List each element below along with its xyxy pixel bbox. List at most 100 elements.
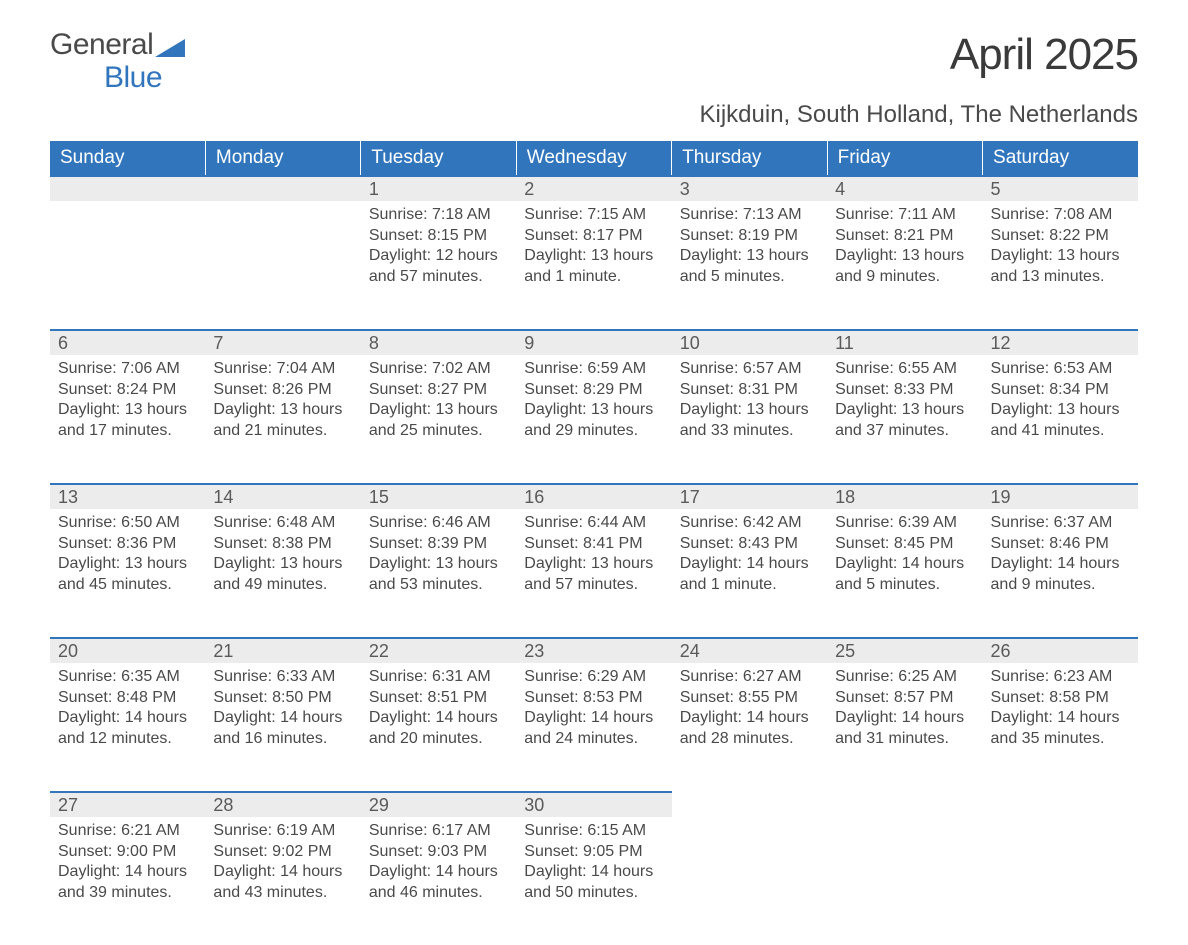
sunrise-text: Sunrise: 7:04 AM xyxy=(213,359,352,380)
daylight-text: Daylight: 14 hours and 12 minutes. xyxy=(58,708,197,750)
day-number: 12 xyxy=(983,329,1138,355)
daylight-text: Daylight: 13 hours and 13 minutes. xyxy=(991,246,1130,288)
sunset-text: Sunset: 9:05 PM xyxy=(524,842,663,863)
sunrise-text: Sunrise: 6:57 AM xyxy=(680,359,819,380)
day-cell: Sunrise: 6:27 AMSunset: 8:55 PMDaylight:… xyxy=(672,663,827,760)
day-cell: Sunrise: 7:04 AMSunset: 8:26 PMDaylight:… xyxy=(205,355,360,452)
sunrise-text: Sunrise: 6:33 AM xyxy=(213,667,352,688)
sunset-text: Sunset: 8:51 PM xyxy=(369,688,508,709)
sunrise-text: Sunrise: 6:48 AM xyxy=(213,513,352,534)
sunset-text: Sunset: 8:55 PM xyxy=(680,688,819,709)
day-number: 23 xyxy=(516,637,671,663)
daylight-text: Daylight: 14 hours and 46 minutes. xyxy=(369,862,508,904)
daylight-text: Daylight: 14 hours and 9 minutes. xyxy=(991,554,1130,596)
sunrise-text: Sunrise: 6:17 AM xyxy=(369,821,508,842)
empty-day-number xyxy=(50,175,205,201)
sunrise-text: Sunrise: 6:29 AM xyxy=(524,667,663,688)
sunset-text: Sunset: 8:50 PM xyxy=(213,688,352,709)
daylight-text: Daylight: 13 hours and 33 minutes. xyxy=(680,400,819,442)
empty-day-number xyxy=(205,175,360,201)
logo-blue-text: Blue xyxy=(104,61,162,94)
daylight-text: Daylight: 14 hours and 50 minutes. xyxy=(524,862,663,904)
sunset-text: Sunset: 8:38 PM xyxy=(213,534,352,555)
day-cell: Sunrise: 6:48 AMSunset: 8:38 PMDaylight:… xyxy=(205,509,360,606)
daylight-text: Daylight: 13 hours and 21 minutes. xyxy=(213,400,352,442)
daylight-text: Daylight: 13 hours and 25 minutes. xyxy=(369,400,508,442)
day-cell: Sunrise: 7:08 AMSunset: 8:22 PMDaylight:… xyxy=(983,201,1138,298)
day-cell: Sunrise: 7:06 AMSunset: 8:24 PMDaylight:… xyxy=(50,355,205,452)
sunrise-text: Sunrise: 7:02 AM xyxy=(369,359,508,380)
sunset-text: Sunset: 8:27 PM xyxy=(369,380,508,401)
daylight-text: Daylight: 14 hours and 20 minutes. xyxy=(369,708,508,750)
sunset-text: Sunset: 8:21 PM xyxy=(835,226,974,247)
day-cell: Sunrise: 6:37 AMSunset: 8:46 PMDaylight:… xyxy=(983,509,1138,606)
sunrise-text: Sunrise: 6:55 AM xyxy=(835,359,974,380)
day-cell: Sunrise: 6:15 AMSunset: 9:05 PMDaylight:… xyxy=(516,817,671,914)
day-number: 29 xyxy=(361,791,516,817)
day-number: 14 xyxy=(205,483,360,509)
sunset-text: Sunset: 8:24 PM xyxy=(58,380,197,401)
day-number: 22 xyxy=(361,637,516,663)
sunset-text: Sunset: 8:41 PM xyxy=(524,534,663,555)
day-number: 24 xyxy=(672,637,827,663)
sunset-text: Sunset: 8:29 PM xyxy=(524,380,663,401)
weekday-header: Friday xyxy=(827,141,982,175)
daylight-text: Daylight: 13 hours and 9 minutes. xyxy=(835,246,974,288)
sunrise-text: Sunrise: 7:15 AM xyxy=(524,205,663,226)
daylight-text: Daylight: 13 hours and 29 minutes. xyxy=(524,400,663,442)
day-cell: Sunrise: 6:50 AMSunset: 8:36 PMDaylight:… xyxy=(50,509,205,606)
sunrise-text: Sunrise: 6:37 AM xyxy=(991,513,1130,534)
day-cell: Sunrise: 6:55 AMSunset: 8:33 PMDaylight:… xyxy=(827,355,982,452)
sunset-text: Sunset: 8:33 PM xyxy=(835,380,974,401)
sunrise-text: Sunrise: 6:23 AM xyxy=(991,667,1130,688)
sunset-text: Sunset: 8:26 PM xyxy=(213,380,352,401)
content-row: Sunrise: 6:21 AMSunset: 9:00 PM Daylight:… xyxy=(50,817,1138,945)
daylight-text: Daylight: 13 hours and 49 minutes. xyxy=(213,554,352,596)
location-text: Kijkduin, South Holland, The Netherlands xyxy=(50,101,1138,129)
sunset-text: Sunset: 8:39 PM xyxy=(369,534,508,555)
day-number: 20 xyxy=(50,637,205,663)
day-number: 25 xyxy=(827,637,982,663)
daynum-row: 13141516171819 xyxy=(50,483,1138,509)
weekday-header: Saturday xyxy=(983,141,1138,175)
day-number: 1 xyxy=(361,175,516,201)
calendar-table: SundayMondayTuesdayWednesdayThursdayFrid… xyxy=(50,141,1138,945)
sunset-text: Sunset: 8:34 PM xyxy=(991,380,1130,401)
day-number: 26 xyxy=(983,637,1138,663)
sunset-text: Sunset: 9:03 PM xyxy=(369,842,508,863)
sunrise-text: Sunrise: 7:18 AM xyxy=(369,205,508,226)
daylight-text: Daylight: 13 hours and 41 minutes. xyxy=(991,400,1130,442)
weekday-header: Sunday xyxy=(50,141,205,175)
day-cell: Sunrise: 6:35 AMSunset: 8:48 PMDaylight:… xyxy=(50,663,205,760)
day-cell: Sunrise: 6:57 AMSunset: 8:31 PMDaylight:… xyxy=(672,355,827,452)
day-number: 21 xyxy=(205,637,360,663)
sunset-text: Sunset: 8:58 PM xyxy=(991,688,1130,709)
sunset-text: Sunset: 8:17 PM xyxy=(524,226,663,247)
sunset-text: Sunset: 8:46 PM xyxy=(991,534,1130,555)
day-number: 18 xyxy=(827,483,982,509)
day-cell: Sunrise: 6:33 AMSunset: 8:50 PMDaylight:… xyxy=(205,663,360,760)
page-title: April 2025 xyxy=(950,30,1138,80)
daylight-text: Daylight: 14 hours and 31 minutes. xyxy=(835,708,974,750)
daylight-text: Daylight: 12 hours and 57 minutes. xyxy=(369,246,508,288)
day-number: 11 xyxy=(827,329,982,355)
sunrise-text: Sunrise: 6:21 AM xyxy=(58,821,197,842)
sunset-text: Sunset: 8:57 PM xyxy=(835,688,974,709)
sunset-text: Sunset: 9:02 PM xyxy=(213,842,352,863)
day-number: 9 xyxy=(516,329,671,355)
day-cell: Sunrise: 7:15 AMSunset: 8:17 PMDaylight:… xyxy=(516,201,671,298)
day-cell: Sunrise: 6:25 AMSunset: 8:57 PMDaylight:… xyxy=(827,663,982,760)
day-number: 17 xyxy=(672,483,827,509)
sunrise-text: Sunrise: 6:50 AM xyxy=(58,513,197,534)
day-number: 30 xyxy=(516,791,671,817)
sunset-text: Sunset: 8:45 PM xyxy=(835,534,974,555)
day-number: 27 xyxy=(50,791,205,817)
logo: General Blue xyxy=(50,30,189,93)
day-number: 28 xyxy=(205,791,360,817)
weekday-header-row: SundayMondayTuesdayWednesdayThursdayFrid… xyxy=(50,141,1138,175)
sunset-text: Sunset: 9:00 PM xyxy=(58,842,197,863)
day-number: 15 xyxy=(361,483,516,509)
day-cell: Sunrise: 6:31 AMSunset: 8:51 PMDaylight:… xyxy=(361,663,516,760)
day-cell: Sunrise: 6:17 AMSunset: 9:03 PMDaylight:… xyxy=(361,817,516,914)
sunrise-text: Sunrise: 7:08 AM xyxy=(991,205,1130,226)
